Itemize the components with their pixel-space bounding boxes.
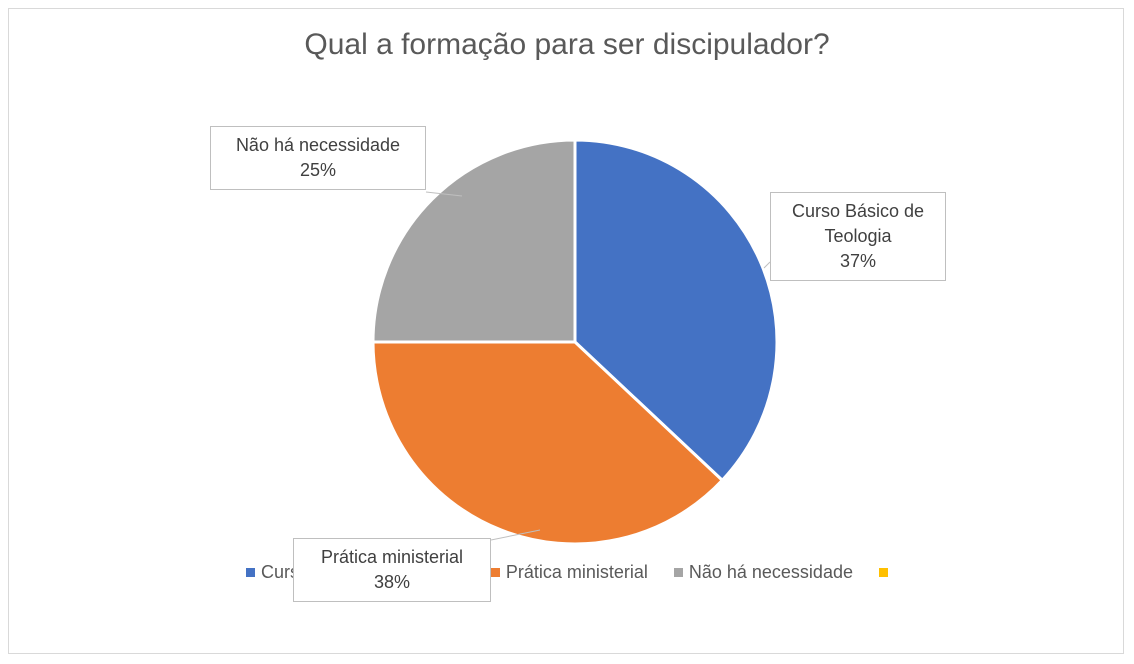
chart-frame bbox=[8, 8, 1124, 654]
legend-swatch bbox=[490, 568, 500, 577]
data-label-value: 25% bbox=[299, 160, 337, 180]
legend-label: Não há necessidade bbox=[688, 562, 853, 582]
pie-slice bbox=[371, 340, 725, 546]
legend-item: Não há necessidade bbox=[673, 562, 853, 583]
legend: Curso Básico de TeologiaPrática minister… bbox=[0, 562, 1134, 583]
data-label-category: Não há necessidade bbox=[235, 135, 401, 155]
data-label-category: Prática ministerial bbox=[320, 547, 464, 567]
chart-title: Qual a formação para ser discipulador? bbox=[304, 28, 830, 61]
legend-swatch bbox=[246, 568, 256, 577]
pie-slice bbox=[371, 138, 577, 344]
legend-swatch bbox=[878, 568, 888, 577]
legend-item bbox=[878, 562, 888, 583]
pie-slice bbox=[573, 138, 779, 483]
legend-swatch bbox=[673, 568, 683, 577]
leader-line bbox=[763, 261, 771, 269]
leader-line bbox=[425, 191, 463, 197]
data-label: Não há necessidade 25% bbox=[210, 126, 426, 190]
data-label-value: 38% bbox=[373, 572, 411, 592]
legend-label: Prática ministerial bbox=[505, 562, 648, 582]
legend-item: Prática ministerial bbox=[490, 562, 648, 583]
leader-line bbox=[490, 529, 541, 541]
data-label: Prática ministerial 38% bbox=[293, 538, 491, 602]
data-label-value: 37% bbox=[839, 251, 877, 271]
data-label: Curso Básico de Teologia 37% bbox=[770, 192, 946, 281]
data-label-category: Curso Básico de Teologia bbox=[791, 201, 925, 246]
